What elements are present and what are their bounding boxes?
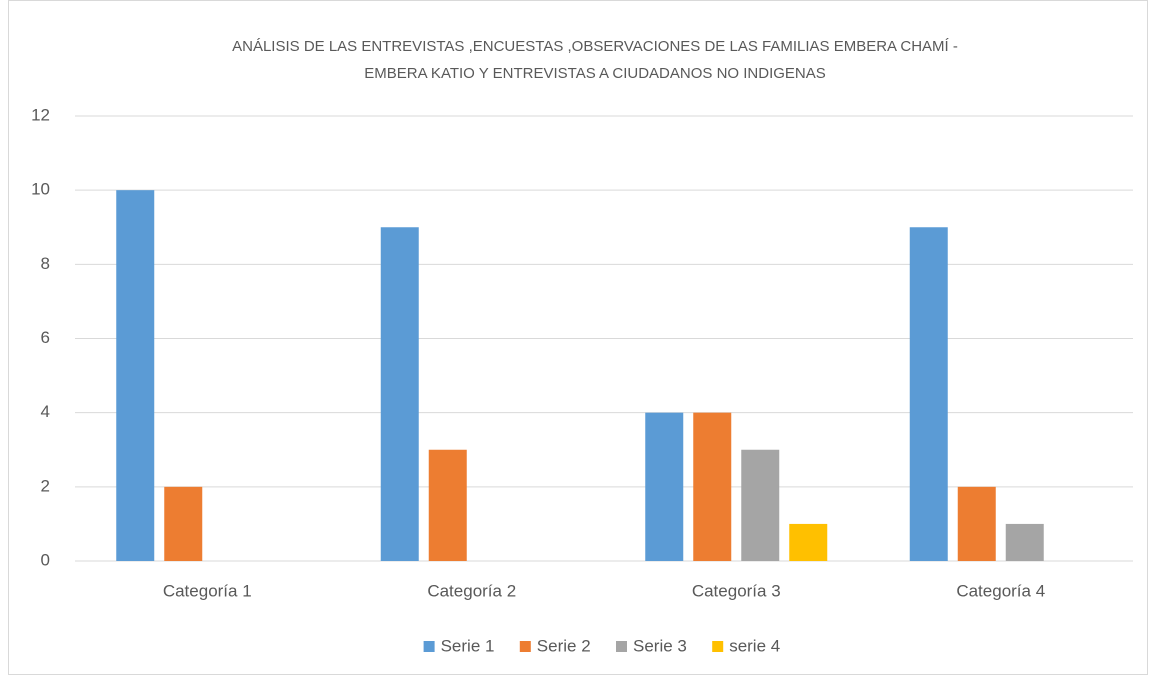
bar (380, 227, 419, 561)
legend-label: serie 4 (729, 636, 780, 655)
bar (164, 486, 203, 561)
legend-swatch (519, 641, 531, 652)
bar (693, 412, 732, 561)
y-tick-label: 2 (41, 476, 50, 495)
legend-label: Serie 1 (441, 636, 495, 655)
chart-title: EMBERA KATIO Y ENTREVISTAS A CIUDADANOS … (364, 65, 826, 82)
legend-label: Serie 3 (633, 636, 687, 655)
legend-swatch (712, 641, 724, 652)
legend-swatch (423, 641, 435, 652)
y-tick-label: 6 (41, 328, 50, 347)
y-tick-label: 0 (41, 550, 50, 569)
y-tick-label: 12 (31, 105, 50, 124)
bar (645, 412, 684, 561)
chart-border (8, 0, 1148, 675)
bar (116, 190, 155, 561)
x-tick-label: Categoría 3 (692, 581, 781, 600)
y-tick-label: 4 (41, 402, 50, 421)
legend-swatch (616, 641, 627, 652)
legend-label: Serie 2 (537, 636, 591, 655)
x-tick-label: Categoría 1 (163, 581, 252, 600)
bar (428, 449, 467, 561)
x-tick-label: Categoría 2 (427, 581, 516, 600)
chart-title: ANÁLISIS DE LAS ENTREVISTAS ,ENCUESTAS ,… (232, 38, 958, 55)
y-tick-label: 10 (31, 180, 50, 199)
y-tick-label: 8 (41, 254, 50, 273)
bar (741, 449, 780, 561)
bar (957, 486, 996, 561)
x-tick-label: Categoría 4 (956, 581, 1045, 600)
bar (789, 523, 828, 561)
bar (1005, 523, 1044, 561)
bar (909, 227, 948, 561)
